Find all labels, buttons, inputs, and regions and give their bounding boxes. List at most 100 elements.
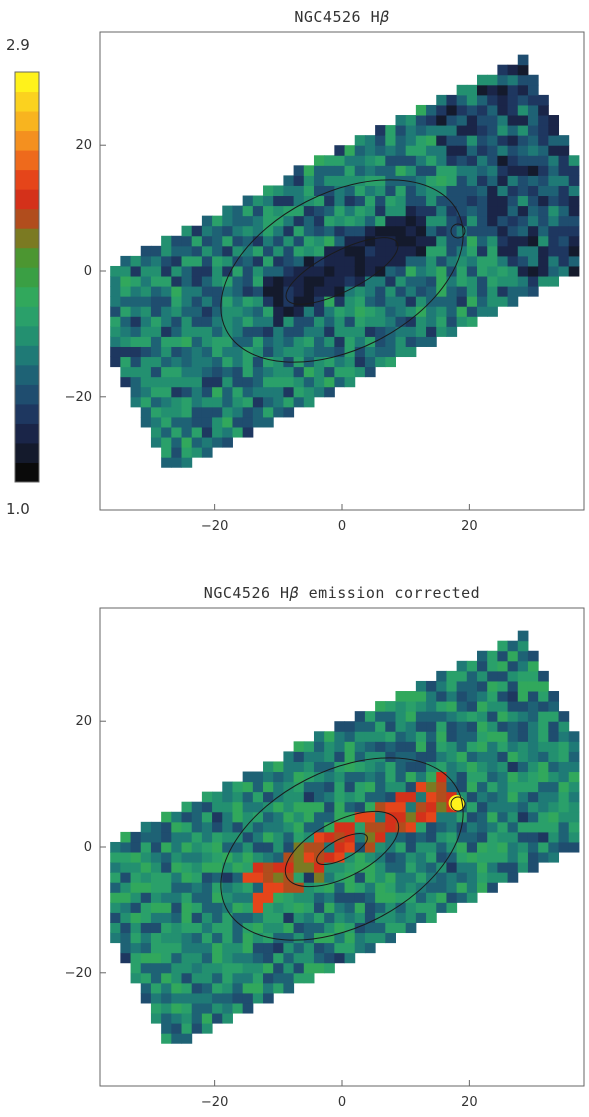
map-pixel: [426, 831, 437, 843]
map-pixel: [191, 1013, 203, 1024]
map-pixel: [161, 306, 172, 317]
map-pixel: [303, 912, 315, 923]
map-pixel: [191, 821, 203, 833]
map-pixel: [385, 862, 396, 873]
map-pixel: [263, 245, 274, 257]
map-pixel: [517, 670, 529, 682]
map-pixel: [507, 286, 519, 297]
map-pixel: [446, 831, 458, 843]
map-pixel: [191, 245, 203, 257]
map-pixel: [222, 922, 233, 934]
map-pixel: [385, 821, 396, 833]
map-pixel: [263, 801, 274, 813]
map-pixel: [354, 296, 366, 307]
map-pixel: [140, 386, 152, 398]
map-pixel: [375, 235, 386, 247]
map-pixel: [375, 286, 386, 297]
map-pixel: [263, 386, 274, 398]
map-pixel: [242, 952, 254, 964]
map-pixel: [181, 942, 193, 954]
map-pixel: [303, 205, 315, 217]
map-pixel: [466, 286, 478, 297]
map-pixel: [456, 831, 468, 843]
map-pixel: [334, 326, 346, 337]
map-pixel: [456, 175, 468, 186]
map-pixel: [487, 215, 498, 227]
map-pixel: [120, 326, 132, 337]
map-pixel: [222, 376, 233, 388]
map-pixel: [344, 892, 356, 903]
map-pixel: [375, 316, 386, 327]
map-pixel: [415, 801, 427, 813]
colorbar-min-label: 1.0: [6, 500, 30, 518]
map-pixel: [283, 205, 295, 217]
map-pixel: [252, 982, 264, 994]
map-pixel: [405, 276, 417, 287]
map-pixel: [324, 296, 335, 307]
map-pixel: [252, 841, 264, 853]
map-pixel: [344, 811, 356, 823]
map-pixel: [548, 852, 560, 863]
map-pixel: [273, 841, 284, 853]
map-pixel: [252, 972, 264, 984]
map-pixel: [171, 872, 183, 883]
map-pixel: [161, 426, 172, 438]
y-tick-label: −20: [65, 966, 92, 981]
map-pixel: [181, 952, 193, 964]
map-pixel: [538, 165, 549, 176]
map-pixel: [232, 902, 244, 913]
map-pixel: [313, 952, 325, 964]
map-pixel: [477, 84, 488, 96]
map-pixel: [375, 155, 386, 166]
map-pixel: [212, 801, 223, 813]
map-pixel: [171, 386, 183, 398]
map-pixel: [507, 175, 519, 186]
map-pixel: [456, 841, 468, 853]
map-pixel: [568, 741, 580, 752]
map-pixel: [212, 841, 223, 853]
map-pixel: [354, 852, 366, 863]
colorbar-swatch: [15, 442, 39, 463]
map-pixel: [497, 691, 509, 702]
map-pixel: [558, 245, 570, 257]
map-pixel: [426, 731, 437, 742]
map-pixel: [558, 235, 570, 247]
map-pixel: [354, 165, 366, 176]
map-pixel: [222, 811, 233, 823]
map-pixel: [171, 831, 183, 843]
map-pixel: [497, 195, 509, 207]
map-pixel: [283, 215, 295, 227]
map-pixel: [293, 386, 305, 398]
map-pixel: [405, 872, 417, 883]
map-pixel: [324, 195, 335, 207]
map-pixel: [232, 992, 244, 1004]
map-pixel: [436, 892, 447, 903]
map-pixel: [436, 115, 447, 126]
map-pixel: [364, 731, 376, 742]
map-pixel: [334, 175, 346, 186]
map-pixel: [324, 175, 335, 186]
map-pixel: [364, 286, 376, 297]
map-pixel: [130, 296, 142, 307]
map-pixel: [324, 761, 335, 773]
map-pixel: [364, 356, 376, 368]
map-pixel: [395, 255, 407, 267]
map-pixel: [242, 386, 254, 398]
map-pixel: [161, 992, 172, 1004]
map-pixel: [497, 821, 509, 833]
map-pixel: [487, 296, 498, 307]
map-pixel: [477, 791, 488, 803]
map-pixel: [324, 376, 335, 388]
map-pixel: [477, 761, 488, 773]
map-pixel: [446, 296, 458, 307]
map-pixel: [568, 265, 580, 277]
map-pixel: [517, 125, 529, 136]
map-pixel: [191, 892, 203, 903]
map-pixel: [344, 296, 356, 307]
map-pixel: [405, 155, 417, 166]
map-pixel: [466, 852, 478, 863]
map-pixel: [426, 195, 437, 207]
map-pixel: [212, 972, 223, 984]
map-pixel: [344, 791, 356, 803]
map-pixel: [364, 801, 376, 813]
